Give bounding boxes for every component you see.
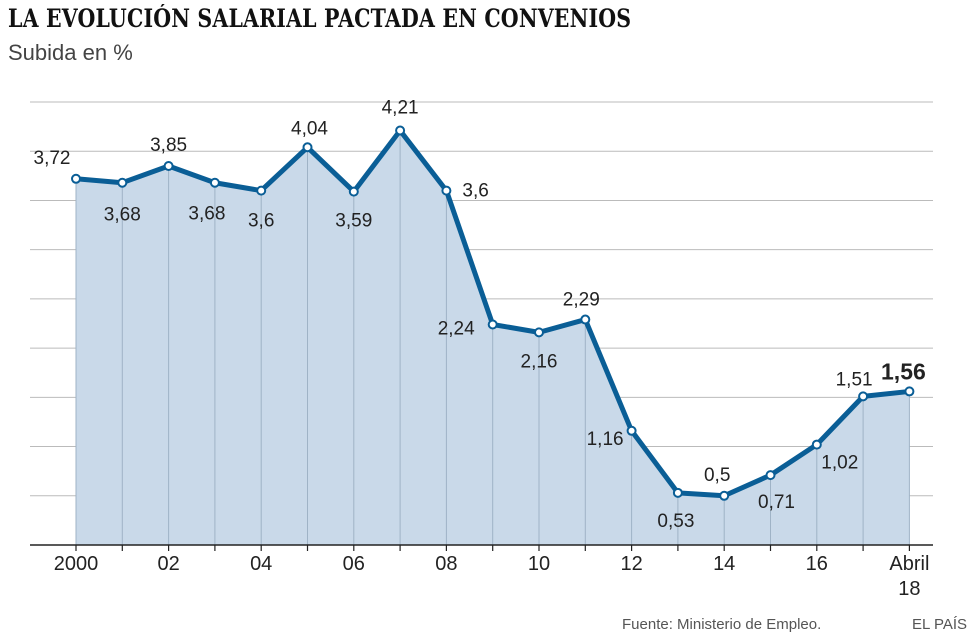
data-point — [904, 386, 915, 397]
data-label: 2,24 — [438, 318, 475, 339]
data-point — [302, 142, 313, 153]
data-label: 3,68 — [104, 205, 141, 226]
data-point — [534, 327, 544, 338]
data-point — [811, 439, 822, 450]
data-point — [256, 185, 267, 196]
data-label: 4,21 — [382, 98, 419, 119]
data-label: 2,29 — [563, 290, 600, 311]
data-label: 4,04 — [291, 118, 328, 139]
data-label: 3,6 — [462, 181, 488, 202]
x-tick-label: 2000 — [54, 553, 99, 575]
data-label: 0,5 — [704, 465, 730, 486]
x-tick-label: 14 — [713, 553, 735, 575]
data-point — [487, 319, 498, 330]
data-point — [209, 177, 220, 188]
data-point — [858, 391, 869, 402]
data-label: 0,53 — [657, 511, 694, 532]
chart-title: LA EVOLUCIÓN SALARIAL PACTADA EN CONVENI… — [8, 4, 632, 33]
data-point — [71, 173, 81, 184]
data-label: 2,16 — [521, 351, 558, 372]
x-tick-label: 06 — [343, 553, 365, 575]
data-point — [580, 314, 591, 325]
x-tick-label: 08 — [435, 553, 457, 575]
x-tick-label: 12 — [620, 553, 642, 575]
x-tick-label: Abril — [889, 553, 929, 575]
data-label: 1,56 — [881, 358, 926, 384]
data-point — [765, 470, 776, 481]
data-point — [719, 490, 730, 501]
chart-subtitle: Subida en % — [8, 40, 133, 65]
data-label: 0,71 — [758, 492, 795, 513]
data-point — [672, 487, 683, 498]
x-tick-label: 04 — [250, 553, 272, 575]
data-label: 3,6 — [248, 211, 274, 232]
data-point — [117, 177, 128, 188]
data-point — [441, 185, 452, 196]
data-label: 3,85 — [150, 135, 187, 156]
x-tick-label: 18 — [898, 578, 920, 600]
data-label: 3,72 — [34, 148, 71, 169]
data-label: 1,16 — [587, 429, 624, 450]
brand-label: EL PAÍS — [912, 616, 968, 633]
data-point — [163, 160, 174, 171]
data-point — [395, 125, 406, 136]
data-point — [626, 425, 637, 436]
data-label: 1,51 — [836, 369, 873, 390]
data-label: 1,02 — [821, 453, 858, 474]
data-point — [348, 186, 359, 197]
source-note: Fuente: Ministerio de Empleo. — [622, 616, 822, 633]
x-tick-label: 16 — [806, 553, 828, 575]
data-label: 3,59 — [335, 211, 372, 232]
x-tick-label: 10 — [528, 553, 550, 575]
x-tick-label: 02 — [157, 553, 179, 575]
data-label: 3,68 — [188, 204, 225, 225]
